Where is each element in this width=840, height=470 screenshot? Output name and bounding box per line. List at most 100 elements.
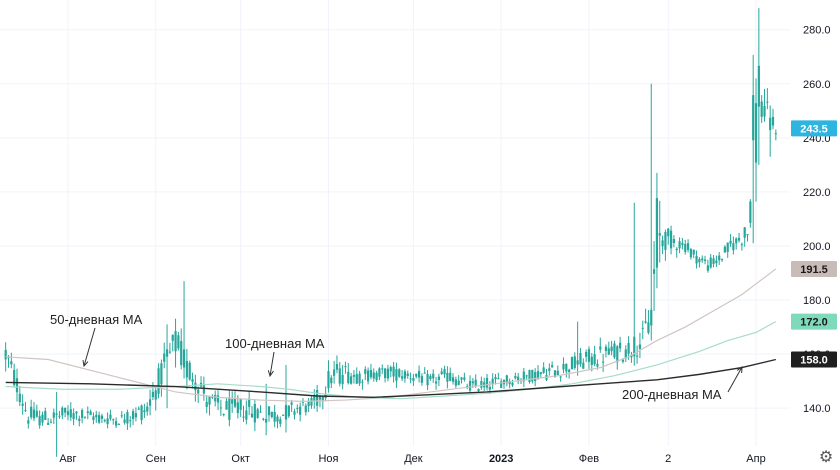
candle-body (698, 258, 701, 263)
candle-body (47, 422, 50, 425)
candle-body (630, 354, 633, 358)
candle-body (154, 390, 157, 400)
candle-body (231, 399, 234, 404)
candle-body (398, 369, 401, 377)
candle-body (35, 410, 38, 417)
candle-body (650, 309, 653, 326)
candle-body (752, 95, 755, 141)
candle-body (678, 241, 681, 249)
candle-body (333, 369, 336, 376)
candle-body (709, 257, 712, 268)
candle-body (400, 376, 404, 379)
x-tick-label: Окт (231, 453, 250, 465)
annotation-arrow (83, 327, 96, 367)
candle-body (64, 407, 67, 413)
candle-body (437, 376, 440, 381)
price-tag-label: 172.0 (800, 317, 828, 329)
candle-body (590, 356, 593, 365)
candle-body (117, 423, 121, 425)
candle-body (81, 410, 84, 419)
candle-body (669, 230, 673, 249)
candle-body (123, 419, 126, 423)
candle-body (460, 377, 463, 380)
candle-body (644, 321, 647, 323)
candle-body (417, 370, 421, 378)
candle-body (233, 398, 237, 407)
candle-body (383, 368, 387, 379)
candle-body (316, 389, 319, 406)
candle-body (296, 407, 299, 409)
candle-body (579, 353, 582, 365)
candle-body (426, 374, 429, 386)
candle-body (536, 371, 540, 380)
ma200-line (5, 358, 777, 399)
candle-body (672, 239, 676, 244)
candle-body (712, 258, 715, 264)
candle-body (83, 416, 87, 418)
candle-body (4, 349, 7, 360)
candle-body (78, 418, 81, 422)
candle-body (250, 413, 254, 418)
y-tick-label: 180.0 (803, 295, 831, 307)
annotation-arrowhead (267, 370, 274, 378)
candle-body (443, 369, 446, 375)
y-tick-label: 200.0 (803, 241, 831, 253)
candle-body (228, 398, 231, 420)
candle-body (182, 349, 186, 368)
ma100-line (5, 321, 777, 400)
x-tick-label: Дек (404, 453, 423, 465)
candle-body (763, 106, 766, 117)
candle-body (457, 380, 460, 386)
candle-body (163, 353, 166, 362)
candle-body (103, 420, 106, 422)
candle-body (341, 374, 344, 385)
candle-body (386, 368, 390, 379)
candle-body (392, 366, 395, 377)
candle-body (602, 361, 605, 363)
candle-body (310, 397, 313, 406)
candle-body (403, 371, 407, 379)
candle-body (740, 244, 743, 246)
candle-body (270, 411, 273, 418)
candle-body (307, 400, 310, 407)
candle-body (219, 407, 222, 409)
candle-body (378, 368, 381, 377)
candle-body (66, 411, 70, 416)
candle-body (409, 378, 412, 380)
candle-body (517, 376, 520, 382)
candle-body (568, 369, 571, 373)
candle-body (279, 419, 282, 424)
candle-body (692, 249, 695, 255)
annotation-arrowhead (82, 360, 89, 368)
candle-body (542, 367, 545, 373)
candle-body (69, 409, 72, 418)
candle-body (599, 346, 602, 350)
candle-body (582, 362, 585, 369)
candle-body (344, 366, 347, 368)
candle-body (347, 371, 350, 383)
candle-body (273, 411, 276, 422)
candle-body (766, 101, 769, 103)
candle-body (729, 240, 732, 244)
candle-body (72, 413, 75, 420)
candle-body (658, 233, 661, 236)
candle-body (616, 346, 619, 363)
annotation-arrow (269, 351, 275, 377)
candle-body (92, 416, 95, 421)
price-tag-label: 191.5 (800, 264, 828, 276)
candle-body (55, 413, 58, 415)
candle-body (112, 419, 115, 421)
candle-body (454, 379, 457, 386)
price-tag (791, 351, 837, 368)
gear-icon[interactable]: ⚙ (818, 449, 834, 466)
candle-body (769, 117, 772, 131)
candle-body (330, 377, 333, 384)
candle-body (749, 201, 752, 223)
candle-body (726, 242, 729, 252)
candle-body (157, 368, 160, 394)
candle-body (284, 405, 288, 420)
candle-body (500, 381, 503, 388)
candle-body (760, 101, 763, 117)
candle-body (562, 364, 565, 370)
candle-body (197, 389, 200, 394)
